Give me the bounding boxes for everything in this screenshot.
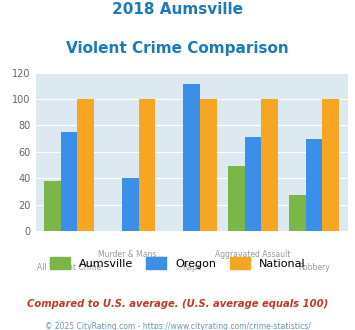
Legend: Aumsville, Oregon, National: Aumsville, Oregon, National [45,253,310,273]
Bar [200,99,217,231]
Bar [306,139,322,231]
Text: Aggravated Assault: Aggravated Assault [215,250,291,259]
Text: 2018 Aumsville: 2018 Aumsville [112,2,243,16]
Bar [184,84,200,231]
Bar [122,178,139,231]
Bar [44,181,61,231]
Bar [77,99,94,231]
Text: All Violent Crime: All Violent Crime [37,263,101,272]
Bar [245,137,261,231]
Text: Compared to U.S. average. (U.S. average equals 100): Compared to U.S. average. (U.S. average … [27,299,328,309]
Bar [322,99,339,231]
Bar [228,166,245,231]
Text: © 2025 CityRating.com - https://www.cityrating.com/crime-statistics/: © 2025 CityRating.com - https://www.city… [45,322,310,330]
Text: Rape: Rape [182,263,201,272]
Bar [139,99,155,231]
Text: Robbery: Robbery [298,263,330,272]
Bar [261,99,278,231]
Bar [61,132,77,231]
Text: Violent Crime Comparison: Violent Crime Comparison [66,41,289,56]
Text: Murder & Mans...: Murder & Mans... [98,250,163,259]
Bar [289,195,306,231]
